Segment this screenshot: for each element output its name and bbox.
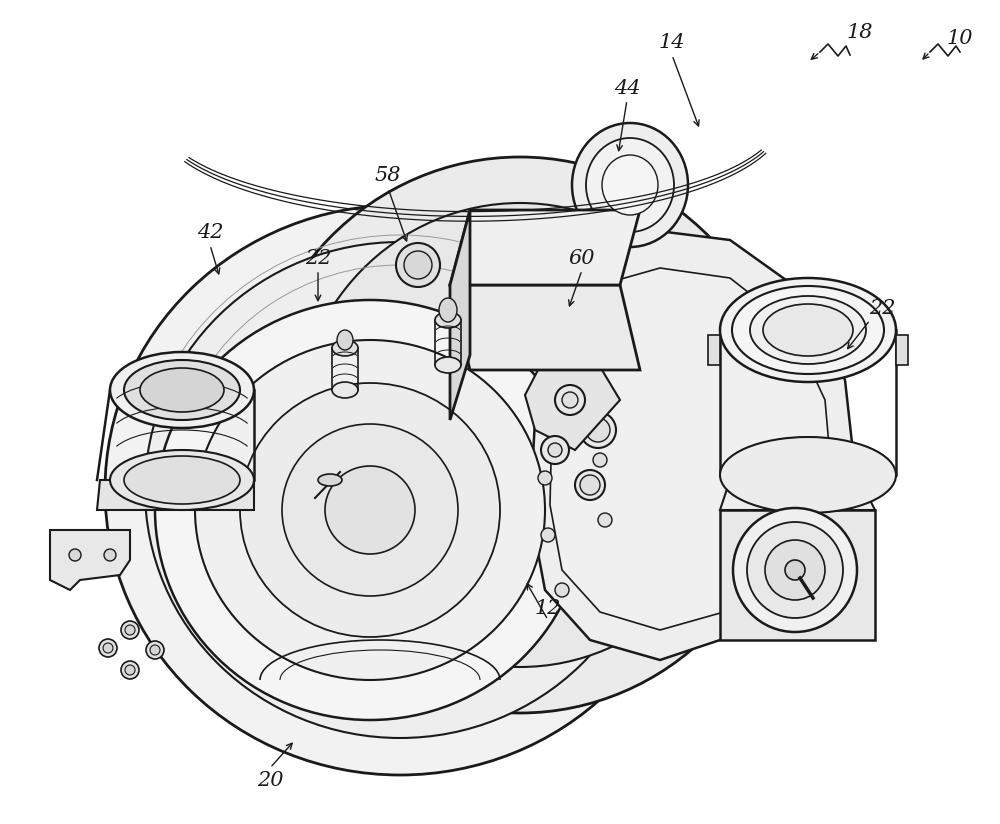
Circle shape: [150, 645, 160, 655]
Circle shape: [575, 470, 605, 500]
Circle shape: [121, 661, 139, 679]
Circle shape: [121, 621, 139, 639]
Ellipse shape: [295, 203, 745, 667]
Polygon shape: [896, 335, 908, 365]
Ellipse shape: [124, 456, 240, 504]
Text: 60: 60: [569, 249, 595, 268]
Ellipse shape: [747, 522, 843, 618]
Text: 58: 58: [375, 166, 401, 185]
Polygon shape: [450, 285, 640, 370]
Circle shape: [69, 549, 81, 561]
Circle shape: [541, 436, 569, 464]
Ellipse shape: [720, 278, 896, 382]
Text: 22: 22: [869, 298, 895, 317]
Ellipse shape: [250, 157, 790, 713]
Polygon shape: [550, 268, 832, 630]
Text: 44: 44: [614, 78, 640, 97]
Text: 18: 18: [847, 22, 873, 41]
Circle shape: [104, 549, 116, 561]
Polygon shape: [450, 210, 640, 285]
Ellipse shape: [732, 286, 884, 374]
Ellipse shape: [435, 357, 461, 373]
Polygon shape: [97, 480, 254, 510]
Circle shape: [146, 641, 164, 659]
Ellipse shape: [124, 360, 240, 420]
Ellipse shape: [282, 424, 458, 596]
Circle shape: [538, 471, 552, 485]
Ellipse shape: [396, 243, 440, 287]
Circle shape: [99, 639, 117, 657]
Polygon shape: [708, 335, 720, 365]
Ellipse shape: [110, 352, 254, 428]
Circle shape: [548, 443, 562, 457]
Ellipse shape: [325, 466, 415, 554]
Ellipse shape: [763, 304, 853, 356]
Circle shape: [541, 528, 555, 542]
Ellipse shape: [720, 437, 896, 513]
Circle shape: [593, 453, 607, 467]
Ellipse shape: [145, 242, 655, 738]
Polygon shape: [720, 510, 875, 640]
Text: 10: 10: [947, 29, 973, 48]
Circle shape: [125, 625, 135, 635]
Text: 12: 12: [535, 598, 561, 617]
Ellipse shape: [785, 560, 805, 580]
Ellipse shape: [439, 298, 457, 322]
Ellipse shape: [155, 300, 585, 720]
Circle shape: [598, 513, 612, 527]
Text: 42: 42: [197, 222, 223, 241]
Ellipse shape: [750, 296, 866, 364]
Circle shape: [103, 643, 113, 653]
Ellipse shape: [602, 155, 658, 215]
Circle shape: [555, 583, 569, 597]
Ellipse shape: [110, 450, 254, 510]
Circle shape: [125, 665, 135, 675]
Ellipse shape: [105, 205, 695, 775]
Text: 22: 22: [305, 249, 331, 268]
Circle shape: [586, 418, 610, 442]
Ellipse shape: [572, 123, 688, 247]
Polygon shape: [50, 530, 130, 590]
Ellipse shape: [318, 474, 342, 486]
Ellipse shape: [733, 508, 857, 632]
Circle shape: [562, 392, 578, 408]
Ellipse shape: [765, 540, 825, 600]
Ellipse shape: [404, 251, 432, 279]
Ellipse shape: [332, 382, 358, 398]
Polygon shape: [525, 350, 620, 450]
Text: 14: 14: [659, 32, 685, 52]
Ellipse shape: [332, 340, 358, 356]
Ellipse shape: [240, 383, 500, 637]
Ellipse shape: [140, 368, 224, 412]
Text: 20: 20: [257, 770, 283, 789]
Ellipse shape: [435, 312, 461, 328]
Ellipse shape: [337, 330, 353, 350]
Polygon shape: [450, 210, 470, 420]
Polygon shape: [530, 230, 855, 660]
Circle shape: [580, 412, 616, 448]
Polygon shape: [720, 480, 875, 510]
Circle shape: [580, 475, 600, 495]
Ellipse shape: [195, 340, 545, 680]
Circle shape: [555, 385, 585, 415]
Ellipse shape: [586, 138, 674, 232]
